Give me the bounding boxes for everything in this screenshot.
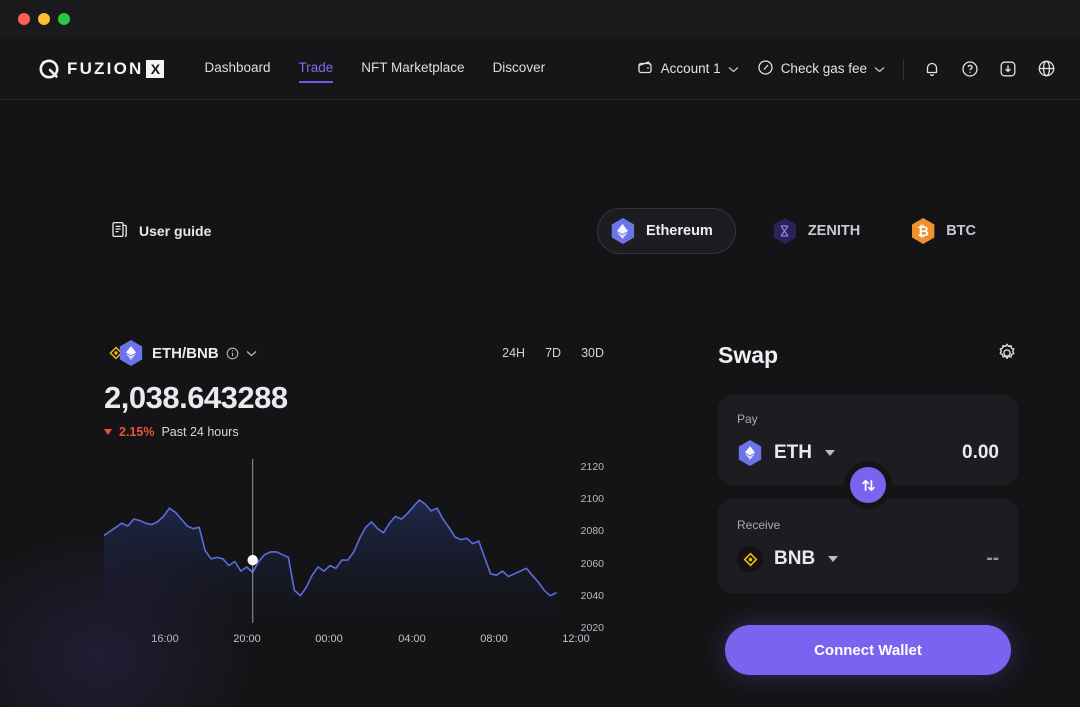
logo-mark-icon <box>38 58 60 80</box>
chain-label-zenith: ZENITH <box>807 223 861 239</box>
chevron-down-icon <box>728 61 739 76</box>
x-tick-0000: 00:00 <box>315 633 343 645</box>
chart-x-axis: 16:00 20:00 00:00 04:00 08:00 12:00 <box>104 633 604 653</box>
header-divider <box>903 58 904 79</box>
chain-label-ethereum: Ethereum <box>645 223 713 239</box>
swap-pay-box: Pay ETH 0.00 <box>718 395 1018 509</box>
bitcoin-icon: ₿ <box>912 218 935 244</box>
pay-token-name: ETH <box>774 442 812 463</box>
user-guide-label: User guide <box>139 223 212 239</box>
swap-receive-box: Receive BNB -- <box>718 499 1018 593</box>
pair-icons <box>104 340 150 366</box>
swap-vertical-icon[interactable] <box>850 467 886 503</box>
price-change: 2.15% Past 24 hours <box>104 425 604 439</box>
x-tick-0800: 08:00 <box>480 633 508 645</box>
swap-panel: Swap Pay ETH <box>718 342 1018 675</box>
swap-direction-wrap <box>844 461 892 509</box>
ethereum-icon <box>611 218 635 244</box>
pair-header: ETH/BNB 24H 7D 30D <box>104 340 604 366</box>
brand-logo[interactable]: FUZION X <box>38 58 165 80</box>
user-guide-link[interactable]: User guide <box>110 220 211 242</box>
gear-icon[interactable] <box>996 342 1018 369</box>
app-header: FUZION X Dashboard Trade NFT Marketplace… <box>0 38 1080 100</box>
chain-option-zenith[interactable]: ZENITH <box>758 209 874 253</box>
gas-fee-selector[interactable]: Check gas fee <box>757 59 885 79</box>
gauge-icon <box>757 59 774 79</box>
gas-fee-label: Check gas fee <box>780 61 867 76</box>
receive-token-selector[interactable]: BNB <box>737 546 839 572</box>
bnb-icon <box>737 546 763 572</box>
swap-title: Swap <box>718 342 779 368</box>
range-7d[interactable]: 7D <box>545 346 562 360</box>
main-nav: Dashboard Trade NFT Marketplace Discover <box>204 59 546 83</box>
connect-wallet-button[interactable]: Connect Wallet <box>725 625 1011 675</box>
chevron-down-icon <box>874 61 885 76</box>
swap-header: Swap <box>718 342 1018 369</box>
y-tick-2120: 2120 <box>580 461 604 473</box>
logo-wordmark: FUZION <box>67 58 144 78</box>
change-percent: 2.15% <box>119 425 155 439</box>
window-maximize-button[interactable] <box>58 13 70 25</box>
y-tick-2080: 2080 <box>580 525 604 537</box>
range-24h[interactable]: 24H <box>502 346 526 360</box>
pay-label: Pay <box>737 412 758 426</box>
pair-name[interactable]: ETH/BNB <box>152 344 219 362</box>
chevron-down-icon[interactable] <box>246 350 257 357</box>
ethereum-icon <box>119 340 143 366</box>
pay-amount[interactable]: 0.00 <box>962 442 999 463</box>
window-minimize-button[interactable] <box>38 13 50 25</box>
nav-item-trade[interactable]: Trade <box>298 60 333 83</box>
info-icon[interactable] <box>226 347 239 360</box>
chain-label-btc: BTC <box>946 223 976 239</box>
arrow-down-icon <box>104 429 112 435</box>
nav-item-dashboard[interactable]: Dashboard <box>204 59 271 75</box>
window-titlebar <box>0 0 1080 38</box>
range-30d[interactable]: 30D <box>581 346 604 360</box>
logo-badge: X <box>146 59 165 78</box>
nav-item-nft-marketplace[interactable]: NFT Marketplace <box>361 59 465 75</box>
x-tick-2000: 20:00 <box>233 633 261 645</box>
chart-y-axis: 2120 2100 2080 2060 2040 2020 <box>560 453 604 634</box>
y-tick-2020: 2020 <box>580 622 604 634</box>
pay-token-selector[interactable]: ETH <box>737 440 835 466</box>
x-tick-0400: 04:00 <box>398 633 426 645</box>
current-price: 2,038.643288 <box>104 380 288 415</box>
receive-row: BNB -- <box>737 546 999 572</box>
chain-option-ethereum[interactable]: Ethereum <box>596 208 736 254</box>
document-icon <box>110 220 129 242</box>
market-chart-panel: ETH/BNB 24H 7D 30D 2,038.643288 <box>104 340 604 653</box>
wallet-icon <box>637 59 654 79</box>
header-actions: Account 1 Check gas fee <box>637 58 1056 79</box>
time-range-group: 24H 7D 30D <box>502 346 604 360</box>
price-chart[interactable]: 2120 2100 2080 2060 2040 2020 16:00 20:0… <box>104 453 604 653</box>
change-period-label: Past 24 hours <box>161 425 239 439</box>
zenith-icon <box>773 218 797 244</box>
window-close-button[interactable] <box>18 13 30 25</box>
bell-icon[interactable] <box>922 59 942 79</box>
chevron-down-icon <box>825 450 835 456</box>
account-selector[interactable]: Account 1 <box>637 59 739 79</box>
receive-amount: -- <box>986 548 999 569</box>
x-tick-1600: 16:00 <box>151 633 179 645</box>
chevron-down-icon <box>828 556 839 562</box>
ethereum-icon <box>738 440 762 466</box>
download-icon[interactable] <box>998 59 1018 79</box>
y-tick-2040: 2040 <box>580 590 604 602</box>
receive-label: Receive <box>737 518 781 532</box>
globe-icon[interactable] <box>1036 59 1056 79</box>
help-icon[interactable] <box>960 59 980 79</box>
chain-selector: Ethereum ZENITH ₿ BTC <box>596 208 990 254</box>
nav-item-discover[interactable]: Discover <box>492 59 546 75</box>
receive-token-name: BNB <box>774 548 816 569</box>
y-tick-2100: 2100 <box>580 493 604 505</box>
x-tick-1200: 12:00 <box>562 633 590 645</box>
pay-row: ETH 0.00 <box>737 440 999 466</box>
price-chart-svg <box>104 459 557 623</box>
y-tick-2060: 2060 <box>580 558 604 570</box>
chain-option-btc[interactable]: ₿ BTC <box>896 209 990 253</box>
account-label: Account 1 <box>660 61 721 76</box>
